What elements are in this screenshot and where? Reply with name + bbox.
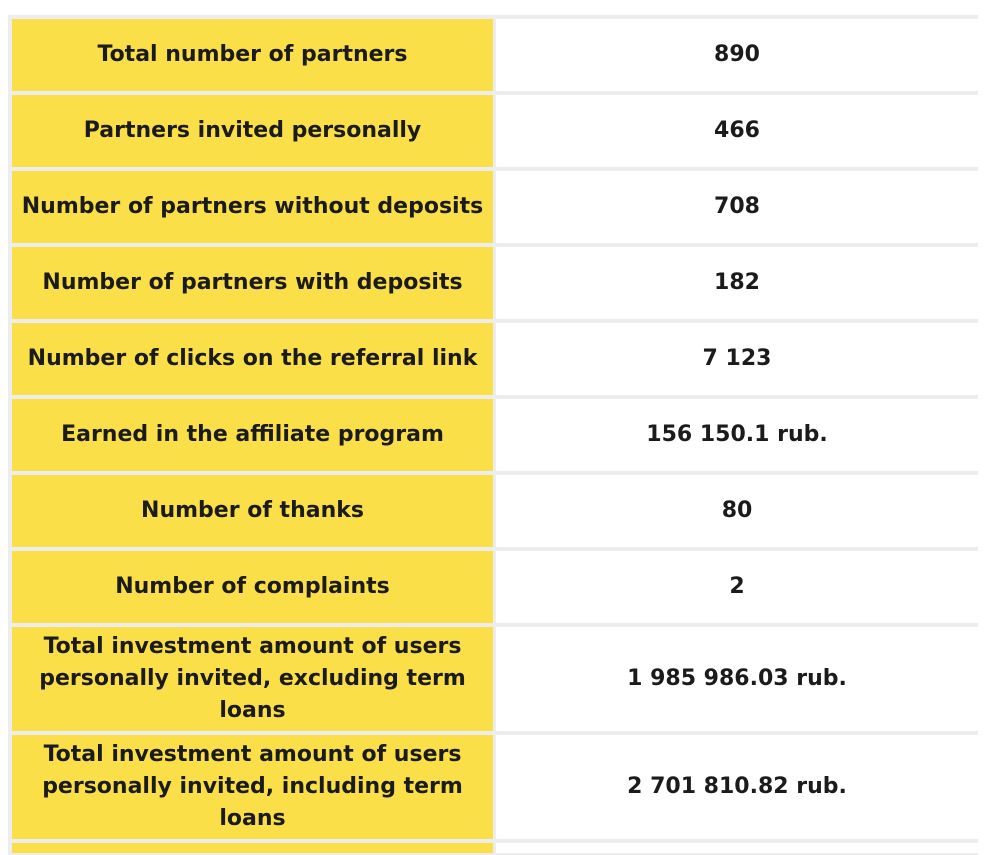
row-label-investment-including-term-loans: Total investment amount of users persona…	[12, 735, 493, 839]
row-value-text: 890	[714, 42, 760, 67]
row-value-partial-next	[496, 843, 978, 853]
row-value-text: 708	[714, 194, 760, 219]
row-value-total-partners: 890	[496, 19, 978, 91]
row-value-text: 2	[729, 574, 745, 599]
row-label-text: Earned in the affiliate program	[61, 422, 444, 447]
row-label-text: Number of partners without deposits	[21, 194, 484, 219]
row-label-text: Partners invited personally	[83, 118, 422, 143]
row-label-complaints: Number of complaints	[12, 551, 493, 623]
row-label-text: Number of clicks on the referral link	[27, 346, 478, 371]
row-label-text: Total investment amount of users persona…	[42, 742, 463, 831]
row-label-text: Number of partners with deposits	[42, 270, 463, 295]
stats-table: Total number of partners 890 Partners in…	[12, 19, 978, 853]
row-label-partial-next	[12, 843, 493, 853]
row-value-text: 466	[714, 118, 760, 143]
row-label-referral-clicks: Number of clicks on the referral link	[12, 323, 493, 395]
row-value-text: 80	[721, 498, 753, 523]
row-label-investment-excluding-term-loans: Total investment amount of users persona…	[12, 627, 493, 731]
row-value-text: 2 701 810.82 rub.	[627, 774, 847, 799]
row-value-earned-affiliate: 156 150.1 rub.	[496, 399, 978, 471]
row-value-referral-clicks: 7 123	[496, 323, 978, 395]
row-value-with-deposits: 182	[496, 247, 978, 319]
row-value-invited-personally: 466	[496, 95, 978, 167]
row-value-complaints: 2	[496, 551, 978, 623]
row-label-invited-personally: Partners invited personally	[12, 95, 493, 167]
row-label-total-partners: Total number of partners	[12, 19, 493, 91]
row-value-text: 7 123	[702, 346, 772, 371]
row-value-thanks: 80	[496, 475, 978, 547]
row-value-investment-excluding-term-loans: 1 985 986.03 rub.	[496, 627, 978, 731]
row-label-text: Total investment amount of users persona…	[39, 634, 466, 723]
row-label-thanks: Number of thanks	[12, 475, 493, 547]
row-value-text: 1 985 986.03 rub.	[627, 666, 847, 691]
stats-table-container: Total number of partners 890 Partners in…	[8, 15, 978, 855]
row-value-text: 156 150.1 rub.	[646, 422, 828, 447]
row-value-without-deposits: 708	[496, 171, 978, 243]
row-label-with-deposits: Number of partners with deposits	[12, 247, 493, 319]
row-label-text: Total number of partners	[97, 42, 408, 67]
row-label-earned-affiliate: Earned in the affiliate program	[12, 399, 493, 471]
row-label-text: Number of complaints	[115, 574, 390, 599]
row-label-text: Number of thanks	[141, 498, 364, 523]
row-value-investment-including-term-loans: 2 701 810.82 rub.	[496, 735, 978, 839]
row-value-text: 182	[714, 270, 760, 295]
row-label-without-deposits: Number of partners without deposits	[12, 171, 493, 243]
